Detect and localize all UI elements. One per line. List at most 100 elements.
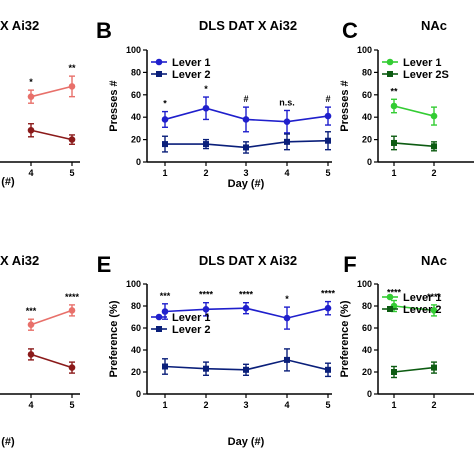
p4-x-tick-label: 1 (162, 400, 167, 410)
p3-series-1-line (30, 353, 73, 369)
p5-legend-label: Lever 2 (403, 304, 442, 316)
p4-x-axis-label: Day (#) (228, 436, 265, 448)
p4-series-0-point (283, 314, 291, 322)
p1-legend-label: Lever 1 (172, 57, 211, 69)
p4-legend-marker (155, 313, 163, 321)
p1-annotation: # (243, 94, 248, 104)
p5-y-tick-label: 80 (362, 301, 372, 311)
p2-x-tick-label: 1 (391, 168, 396, 178)
p1-legend-label: Lever 2 (172, 69, 211, 81)
p2-legend-label: Lever 1 (403, 57, 442, 69)
p2-series-0-line (393, 105, 435, 117)
p4-y-tick-label: 20 (131, 367, 141, 377)
p5-legend-marker (386, 293, 394, 301)
p1-y-tick-label: 40 (131, 112, 141, 122)
p3-series-0-point (27, 321, 35, 329)
p0-x-tick-label: 4 (28, 168, 33, 178)
p2-y-tick-label: 20 (362, 135, 372, 145)
p5-x-tick-label: 1 (391, 400, 396, 410)
p2-series-0-point (390, 102, 398, 110)
p4-series-1-point (325, 366, 331, 373)
p2-y-tick-label: 80 (362, 67, 372, 77)
p3-series-0-line (30, 309, 73, 326)
p5-y-tick-label: 0 (367, 389, 372, 399)
p4-y-tick-label: 40 (131, 345, 141, 355)
p4-legend-label: Lever 1 (172, 312, 211, 324)
p1-series-0-point (161, 116, 169, 123)
p4-annotation: **** (199, 290, 214, 300)
p1-title: DLS DAT X Ai32 (199, 18, 297, 33)
p0-series-1-point (68, 136, 76, 143)
p5-legend-marker (387, 306, 393, 312)
p5-series-0-point (430, 307, 438, 314)
p1-annotation: * (204, 84, 208, 94)
p4-annotation: **** (321, 289, 336, 299)
p2-y-tick-label: 0 (367, 157, 372, 167)
p5-y-axis-label: Preference (%) (339, 300, 351, 377)
p1-annotation: # (325, 94, 330, 104)
p2-series-1-point (391, 139, 397, 146)
p5-y-tick-label: 100 (357, 279, 372, 289)
p2-legend-marker (386, 58, 394, 66)
p1-panel-letter: B (96, 18, 112, 43)
p0-series-0-point (68, 83, 76, 90)
p4-series-1-point (162, 363, 168, 370)
p4-annotation: *** (160, 291, 171, 301)
p4-y-tick-label: 60 (131, 323, 141, 333)
p5-series-0-line (393, 305, 435, 312)
p0-x-tick-label: 5 (69, 168, 74, 178)
p4-series-1-point (203, 365, 209, 372)
p0-x-axis-label: (#) (1, 176, 15, 188)
p1-series-0-point (242, 116, 250, 123)
p5-panel-letter: F (343, 252, 356, 277)
p5-y-tick-label: 60 (362, 323, 372, 333)
p2-series-1-point (431, 143, 437, 150)
p1-series-1-point (203, 141, 209, 148)
p1-y-axis-label: Presses # (108, 80, 120, 131)
p5-legend-label: Lever 1 (403, 292, 442, 304)
p0-series-1-line (30, 129, 73, 141)
p4-legend-label: Lever 2 (172, 324, 211, 336)
p2-y-tick-label: 40 (362, 112, 372, 122)
p2-y-axis-label: Presses # (339, 80, 351, 131)
p1-series-0-point (202, 104, 210, 112)
p5-x-tick-label: 2 (431, 400, 436, 410)
p0-annotation: ** (68, 63, 76, 73)
p1-x-tick-label: 5 (325, 168, 330, 178)
p4-series-1-point (243, 366, 249, 373)
p3-x-tick-label: 5 (69, 400, 74, 410)
p5-series-1-point (391, 369, 397, 375)
p0-annotation: * (29, 77, 33, 87)
p5-series-1-point (431, 364, 437, 371)
p1-series-1-point (243, 144, 249, 151)
p5-series-1-line (393, 366, 435, 373)
p1-y-tick-label: 0 (136, 157, 141, 167)
p0-title: X Ai32 (0, 18, 39, 33)
p1-x-axis-label: Day (#) (228, 178, 265, 190)
p4-series-0-point (202, 306, 210, 313)
p2-title: NAc (421, 18, 447, 33)
p5-y-tick-label: 20 (362, 367, 372, 377)
p1-series-1-point (284, 138, 290, 145)
p3-x-axis-label: (#) (1, 436, 15, 448)
p4-x-tick-label: 5 (325, 400, 330, 410)
p4-x-tick-label: 2 (203, 400, 208, 410)
p3-x-tick-label: 4 (28, 400, 33, 410)
p4-series-0-point (324, 304, 332, 312)
p3-series-0-point (68, 307, 76, 314)
p5-y-tick-label: 40 (362, 345, 372, 355)
p2-legend-label: Lever 2S (403, 69, 449, 81)
p1-series-1-point (325, 137, 331, 144)
p2-legend-marker (387, 71, 393, 77)
p4-y-axis-label: Preference (%) (108, 300, 120, 377)
p4-x-tick-label: 3 (243, 400, 248, 410)
p4-annotation: **** (239, 290, 254, 300)
p4-series-0-point (242, 304, 250, 312)
p1-y-tick-label: 80 (131, 67, 141, 77)
p1-legend-marker (156, 71, 162, 77)
p4-annotation: * (285, 294, 289, 304)
p2-y-tick-label: 100 (357, 45, 372, 55)
p1-series-0-point (283, 118, 291, 125)
p4-y-tick-label: 0 (136, 389, 141, 399)
